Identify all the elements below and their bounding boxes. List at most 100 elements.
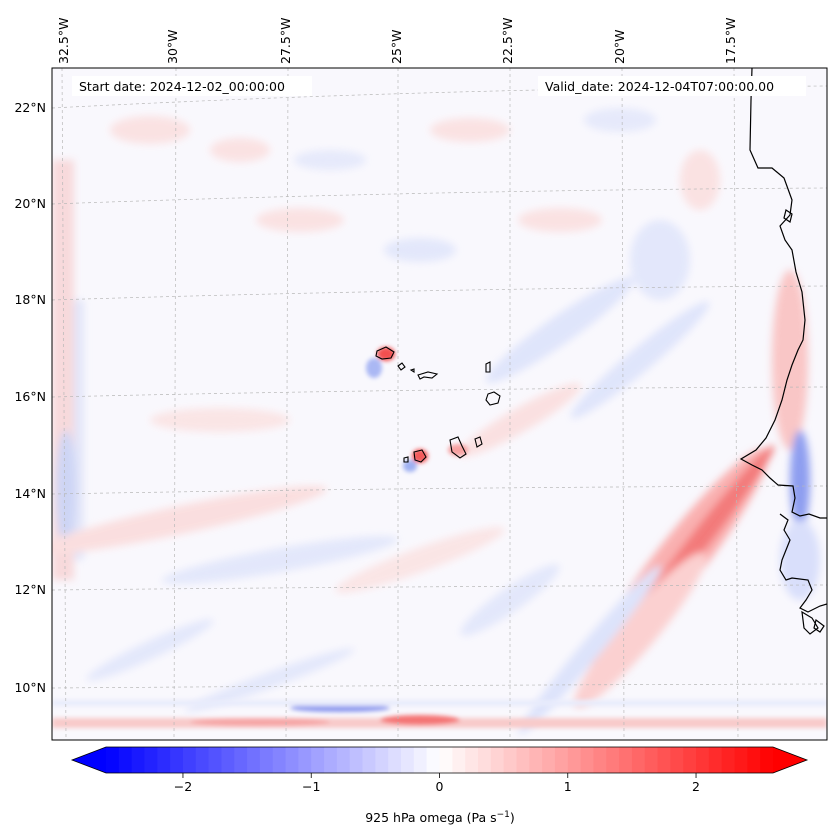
colorbar-outline	[70, 746, 809, 774]
colorbar-label: 925 hPa omega (Pa s−1)	[365, 810, 515, 825]
island-santa-luzia	[409, 368, 415, 374]
colorbar-extend-max	[773, 747, 807, 773]
start-date-box: Start date: 2024-12-02_00:00:00	[72, 76, 312, 96]
colorbar-cell	[157, 747, 171, 773]
colorbar-cell	[439, 747, 453, 773]
start-date-label: Start date: 2024-12-02_00:00:00	[79, 79, 285, 94]
island-boa-vista	[485, 391, 501, 406]
colorbar-cell	[747, 747, 761, 773]
valid-date-box: Valid_date: 2024-12-04T07:00:00.00	[538, 76, 806, 96]
colorbar-cell	[375, 747, 389, 773]
island-santiago	[449, 436, 467, 459]
island-sal	[485, 361, 491, 373]
latitude-labels: 22°N 20°N 18°N 16°N 14°N 12°N 10°N	[14, 100, 46, 695]
colorbar-cell	[208, 747, 223, 773]
lat-label: 16°N	[14, 389, 46, 404]
island-sao-nicolau	[417, 371, 439, 380]
colorbar-cell	[170, 747, 184, 773]
colorbar-cell	[721, 747, 736, 773]
colorbar-cell	[221, 747, 235, 773]
colorbar-cell	[503, 747, 518, 773]
lon-label: 30°W	[165, 29, 180, 64]
colorbar-cells	[106, 747, 774, 773]
lon-label: 22.5°W	[500, 18, 515, 64]
island-sao-vicente	[397, 362, 406, 371]
colorbar-cell	[118, 747, 133, 773]
colorbar-cell	[696, 747, 710, 773]
colorbar-extend-min	[72, 747, 106, 773]
island-maio	[474, 436, 483, 448]
omega-field	[52, 68, 827, 740]
colorbar-cell	[311, 747, 325, 773]
lon-label: 32.5°W	[56, 18, 71, 64]
coastline	[739, 68, 827, 635]
colorbar-cell	[388, 747, 402, 773]
colorbar-cell	[413, 747, 428, 773]
colorbar-cell	[195, 747, 210, 773]
colorbar-cell	[144, 747, 158, 773]
lat-label: 20°N	[14, 196, 46, 211]
colorbar-cell	[760, 747, 774, 773]
colorbar-cell	[516, 747, 530, 773]
cape-verde-islands	[375, 346, 501, 463]
colorbar-tick-label: −1	[302, 779, 320, 794]
colorbar-cell	[426, 747, 441, 773]
colorbar-cell	[298, 747, 312, 773]
colorbar-cell	[734, 747, 748, 773]
colorbar-cell	[182, 747, 197, 773]
colorbar-cell	[324, 747, 338, 773]
colorbar-cell	[465, 747, 479, 773]
colorbar-cell	[657, 747, 671, 773]
colorbar-cell	[490, 747, 505, 773]
colorbar-cell	[362, 747, 376, 773]
island-fogo	[413, 449, 427, 463]
colorbar-cell	[259, 747, 274, 773]
colorbar-cell	[619, 747, 633, 773]
colorbar-cell	[401, 747, 415, 773]
lon-label: 25°W	[389, 29, 404, 64]
lat-label: 14°N	[14, 486, 46, 501]
colorbar-cell	[234, 747, 248, 773]
colorbar-cell	[708, 747, 723, 773]
colorbar-tick-label: 2	[692, 779, 700, 794]
colorbar-cell	[272, 747, 287, 773]
island-santo-antao	[375, 346, 395, 360]
graticule	[52, 68, 827, 740]
lat-label: 10°N	[14, 680, 46, 695]
colorbar-ticks: −2 −1 0 1 2	[174, 773, 700, 794]
lat-label: 12°N	[14, 582, 46, 597]
colorbar-tick-label: −2	[174, 779, 192, 794]
longitude-labels: 32.5°W 30°W 27.5°W 25°W 22.5°W 20°W 17.5…	[56, 18, 738, 64]
african-coast	[739, 68, 827, 519]
colorbar: −2 −1 0 1 2 925 hPa omega (Pa s−1)	[70, 746, 809, 825]
lat-label: 18°N	[14, 292, 46, 307]
colorbar-cell	[285, 747, 300, 773]
valid-date-label: Valid_date: 2024-12-04T07:00:00.00	[545, 79, 774, 94]
colorbar-cell	[567, 747, 582, 773]
colorbar-cell	[631, 747, 646, 773]
lon-label: 20°W	[612, 29, 627, 64]
colorbar-cell	[336, 747, 351, 773]
lat-label: 22°N	[14, 100, 46, 115]
colorbar-cell	[580, 747, 595, 773]
lon-label: 27.5°W	[278, 18, 293, 64]
colorbar-cell	[644, 747, 659, 773]
colorbar-cell	[542, 747, 556, 773]
island-brava	[403, 456, 409, 463]
colorbar-cell	[529, 747, 543, 773]
colorbar-tick-label: 0	[436, 779, 444, 794]
colorbar-cell	[554, 747, 569, 773]
colorbar-cell	[131, 747, 146, 773]
colorbar-cell	[606, 747, 620, 773]
colorbar-cell	[683, 747, 697, 773]
colorbar-cell	[106, 747, 120, 773]
colorbar-cell	[349, 747, 364, 773]
colorbar-cell	[670, 747, 684, 773]
lon-label: 17.5°W	[723, 18, 738, 64]
colorbar-cell	[452, 747, 466, 773]
map-frame	[51, 67, 828, 741]
colorbar-tick-label: 1	[564, 779, 572, 794]
colorbar-cell	[477, 747, 492, 773]
colorbar-cell	[247, 747, 261, 773]
